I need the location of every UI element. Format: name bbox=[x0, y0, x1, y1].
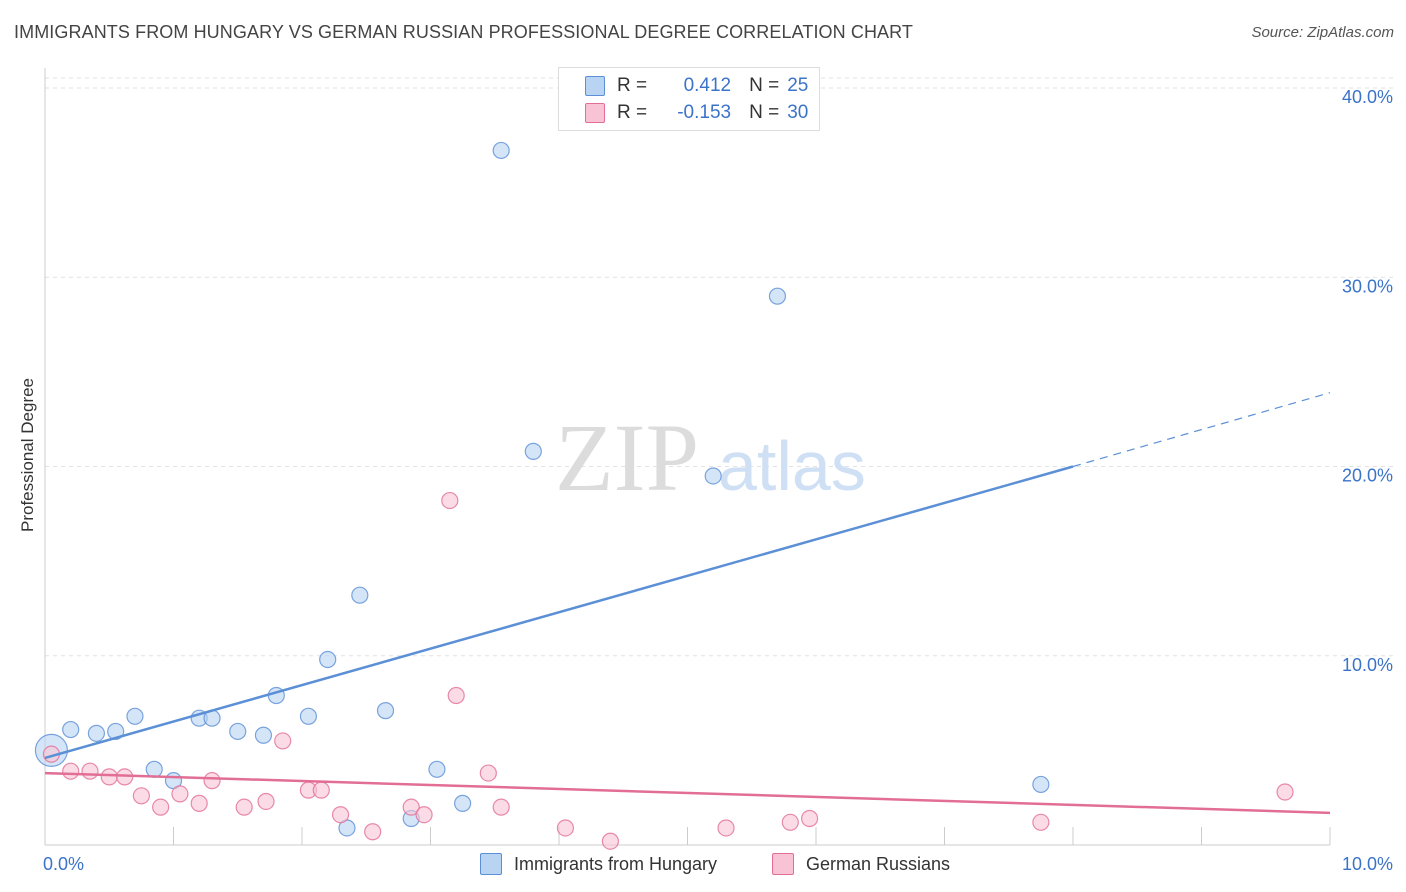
german-russian-point bbox=[415, 806, 433, 824]
hungary-legend-swatch bbox=[480, 853, 502, 875]
hungary-n-label: N = bbox=[749, 75, 780, 96]
hungary-point bbox=[454, 794, 472, 812]
hungary-swatch bbox=[585, 76, 605, 96]
hungary-n-value: 25 bbox=[787, 75, 809, 96]
hungary-point bbox=[704, 467, 722, 485]
hungary-point bbox=[87, 724, 106, 742]
watermark-atlas: atlas bbox=[718, 427, 866, 505]
y-tick-label: 20.0% bbox=[1342, 466, 1393, 486]
hungary-point bbox=[524, 442, 542, 460]
data-points bbox=[34, 141, 1294, 850]
german-russian-point bbox=[364, 823, 382, 841]
german-russian-point bbox=[601, 832, 620, 850]
german-russian-point bbox=[203, 772, 221, 790]
trend-lines bbox=[44, 392, 1331, 815]
correlation-legend: R = 0.412 N = 25 R = -0.153 N = 30 bbox=[558, 67, 820, 131]
german-russian-point bbox=[441, 491, 459, 510]
german-russian-r-label: R = bbox=[617, 102, 648, 123]
german-russian-point bbox=[717, 819, 735, 837]
german-russian-point bbox=[81, 762, 99, 780]
german-russian-r-value: -0.153 bbox=[677, 102, 732, 123]
german-russian-point bbox=[62, 762, 80, 780]
hungary-point bbox=[492, 141, 510, 160]
hungary-r-label: R = bbox=[617, 75, 648, 96]
german-russian-point bbox=[402, 798, 420, 816]
hungary-point bbox=[229, 722, 247, 741]
hungary-trend-extension bbox=[1072, 392, 1331, 468]
hungary-point bbox=[107, 722, 125, 741]
german-russian-point bbox=[171, 785, 189, 803]
german-russian-point bbox=[312, 781, 330, 799]
watermark: ZIP atlas bbox=[555, 404, 866, 511]
german-russian-point bbox=[479, 764, 497, 782]
german-russian-point bbox=[132, 787, 150, 805]
german-russian-swatch bbox=[585, 103, 605, 123]
german-russian-n-value: 30 bbox=[787, 102, 809, 123]
german-russian-point bbox=[492, 798, 510, 816]
hungary-point bbox=[62, 720, 80, 739]
bottom-legend-hungary: Immigrants from Hungary bbox=[480, 852, 717, 876]
german-russian-point bbox=[1276, 783, 1294, 801]
german-russian-point bbox=[235, 798, 253, 816]
x-tick-label-min: 0.0% bbox=[43, 854, 84, 874]
german-russian-point bbox=[781, 813, 799, 831]
axes bbox=[44, 68, 1331, 846]
watermark-zip: ZIP bbox=[555, 404, 699, 511]
german-russian-point bbox=[800, 809, 819, 828]
chart-title: IMMIGRANTS FROM HUNGARY VS GERMAN RUSSIA… bbox=[14, 22, 914, 42]
german-russian-point bbox=[1032, 813, 1050, 831]
hungary-point bbox=[351, 586, 369, 604]
hungary-point bbox=[319, 650, 337, 669]
bottom-legend-german-russian: German Russians bbox=[772, 852, 950, 876]
hungary-point bbox=[126, 707, 144, 725]
gridlines bbox=[45, 77, 1395, 657]
german-russian-legend-label: German Russians bbox=[806, 853, 951, 874]
hungary-point bbox=[254, 726, 273, 744]
hungary-point bbox=[768, 287, 787, 305]
legend-row-hungary: R = 0.412 N = 25 bbox=[585, 74, 808, 98]
x-tick-label-max: 10.0% bbox=[1342, 854, 1393, 874]
hungary-point bbox=[299, 707, 318, 725]
hungary-point bbox=[428, 760, 446, 778]
y-tick-label: 40.0% bbox=[1342, 87, 1393, 107]
hungary-legend-label: Immigrants from Hungary bbox=[514, 853, 718, 874]
y-tick-label: 30.0% bbox=[1342, 276, 1393, 296]
hungary-point bbox=[145, 760, 163, 778]
hungary-trend-line bbox=[44, 465, 1074, 760]
german-russian-point bbox=[331, 806, 350, 824]
y-tick-label: 10.0% bbox=[1342, 655, 1393, 675]
german-russian-trend-line bbox=[44, 771, 1331, 815]
german-russian-point bbox=[100, 768, 118, 786]
legend-row-german-russian: R = -0.153 N = 30 bbox=[585, 101, 808, 125]
source-credit: Source: ZipAtlas.com bbox=[1251, 24, 1394, 41]
german-russian-point bbox=[152, 798, 170, 816]
hungary-point bbox=[376, 702, 395, 720]
german-russian-point bbox=[447, 686, 465, 705]
german-russian-legend-swatch bbox=[772, 853, 794, 875]
german-russian-point bbox=[556, 819, 575, 837]
german-russian-n-label: N = bbox=[749, 102, 780, 123]
hungary-point bbox=[1032, 775, 1050, 794]
german-russian-point bbox=[274, 732, 292, 750]
german-russian-point bbox=[257, 792, 275, 811]
tick-labels: 10.0% 20.0% 30.0% 40.0% 0.0% 10.0% bbox=[43, 87, 1393, 874]
hungary-r-value: 0.412 bbox=[683, 75, 732, 96]
german-russian-point bbox=[190, 794, 208, 812]
